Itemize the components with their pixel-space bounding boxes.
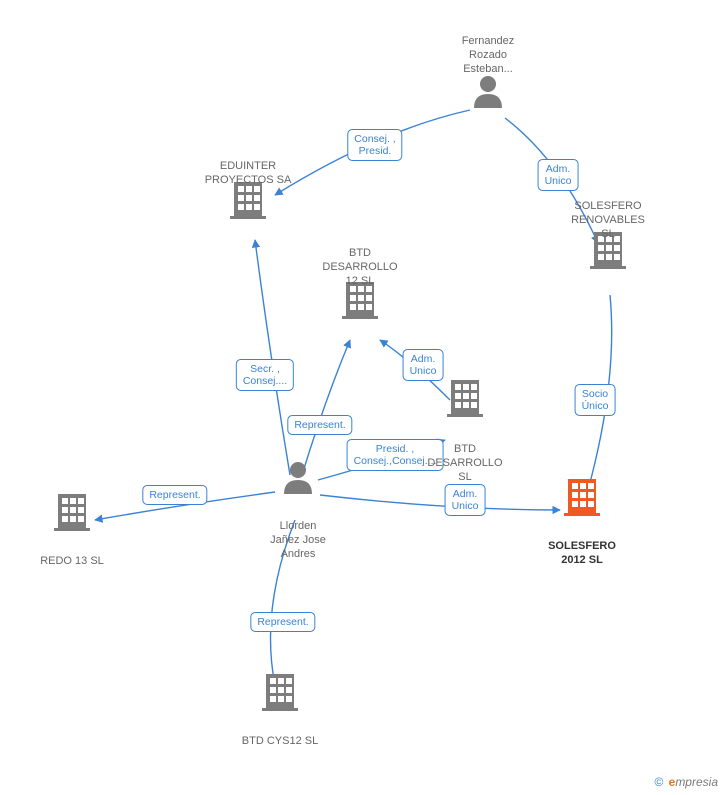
building-icon-redo13	[54, 494, 90, 531]
building-icon-btd_sl	[447, 380, 483, 417]
building-icon-btdcys12	[262, 674, 298, 711]
copyright-symbol: ©	[654, 775, 663, 789]
edge-fernandez-eduinter	[275, 110, 470, 195]
edge-btd_sl-btd12	[380, 340, 450, 400]
building-icon-solesfero_renov	[590, 232, 626, 269]
edge-llorden-btd12	[302, 340, 350, 475]
building-icon-eduinter	[230, 182, 266, 219]
brand-rest: mpresia	[675, 775, 718, 789]
building-icon-solesfero2012	[564, 479, 600, 516]
edge-llorden-redo13	[95, 492, 275, 520]
edge-llorden-btd_sl	[318, 440, 445, 480]
edge-llorden-eduinter	[255, 240, 290, 475]
building-icon-btd12	[342, 282, 378, 319]
edge-llorden-btdcys12	[271, 520, 296, 685]
network-canvas	[0, 0, 728, 795]
credit-empresia: © empresia	[654, 775, 718, 789]
edge-fernandez-solesfero_renov	[505, 118, 598, 243]
edge-llorden-solesfero2012	[320, 495, 560, 510]
person-icon-fernandez	[474, 76, 502, 108]
edge-solesfero_renov-solesfero2012	[588, 295, 612, 490]
